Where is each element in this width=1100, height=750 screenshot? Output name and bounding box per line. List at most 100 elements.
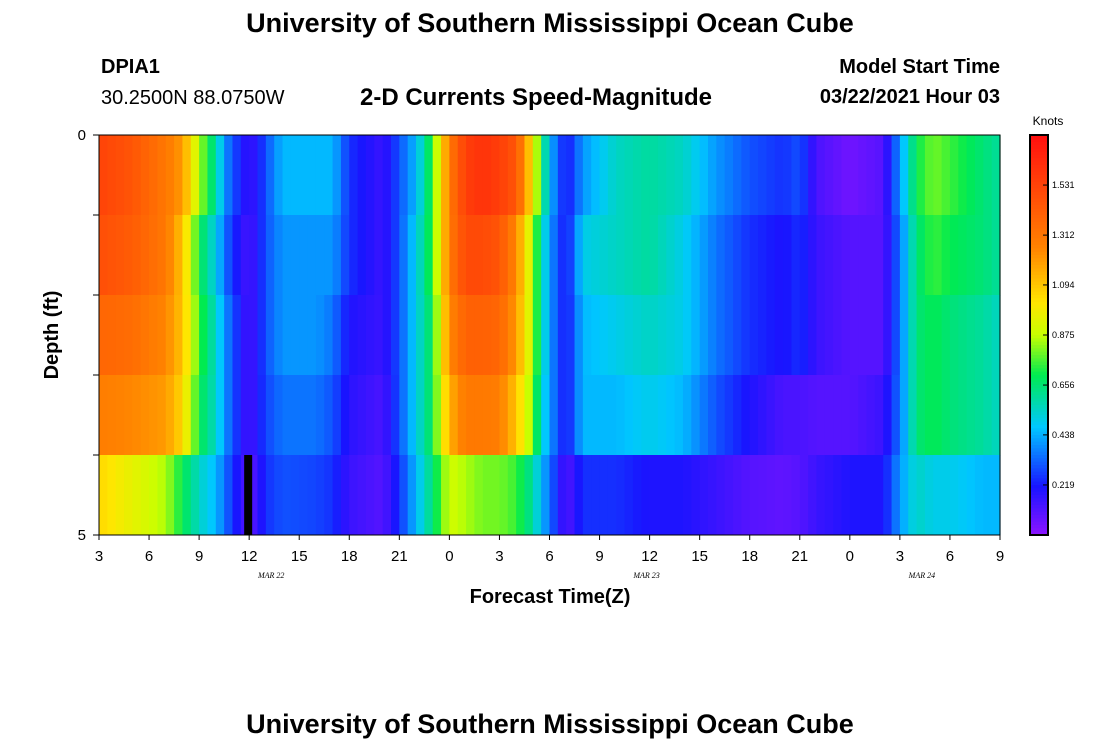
heatmap-cell [983,455,993,536]
heatmap-cell [557,215,567,296]
heatmap-cell [232,215,242,296]
heatmap-cell [783,375,793,456]
heatmap-cell [424,455,434,536]
heatmap-cell [716,455,726,536]
heatmap-cell [557,455,567,536]
colorbar-swatch [1030,478,1048,483]
heatmap-cell [299,455,309,536]
heatmap-cell [674,215,684,296]
heatmap-cell [265,215,275,296]
colorbar-swatch [1030,358,1048,363]
colorbar-swatch [1030,181,1048,186]
x-tick-label: 21 [791,548,808,565]
colorbar-swatch [1030,135,1048,139]
heatmap-cell [816,295,826,376]
heatmap-cell [866,215,876,296]
heatmap-cell [557,135,567,216]
colorbar-swatch [1030,368,1048,373]
heatmap-cell [991,295,1001,376]
heatmap-cell [916,455,926,536]
heatmap-cell [549,135,559,216]
colorbar-swatch [1030,291,1048,296]
heatmap-cell [466,455,476,536]
colorbar-swatch [1030,371,1048,376]
colorbar-swatch [1030,308,1048,313]
heatmap-cell [432,375,442,456]
heatmap-cell [524,455,534,536]
colorbar-swatch [1030,435,1048,439]
heatmap-cell [858,295,868,376]
heatmap-cell [532,455,542,536]
heatmap-cell [265,295,275,376]
heatmap-cell [724,455,734,536]
heatmap-cell [991,455,1001,536]
colorbar-swatch [1030,475,1048,479]
heatmap-cell [282,135,292,216]
heatmap-cell [407,375,417,456]
heatmap-cell [274,455,284,536]
heatmap-cell [716,135,726,216]
heatmap-cell [215,215,225,296]
heatmap-cell [399,215,409,296]
heatmap-cell [657,215,667,296]
heatmap-cell [666,375,676,456]
heatmap-cell [332,215,342,296]
heatmap-cell [899,135,909,216]
colorbar-swatch [1030,378,1048,383]
heatmap-cell [507,295,517,376]
heatmap-cell [758,375,767,456]
colorbar-swatch [1030,391,1048,396]
heatmap-cell [365,295,375,376]
heatmap-cell [933,295,943,376]
heatmap-cell [140,375,150,456]
colorbar-swatch [1030,381,1048,386]
heatmap-cell [749,135,759,216]
heatmap-cell [691,455,701,536]
heatmap-cell [124,295,133,376]
heatmap-cell [441,215,450,296]
heatmap-cell [182,295,192,376]
colorbar-swatch [1030,428,1048,433]
heatmap-cell [165,135,175,216]
station-id: DPIA1 [101,56,160,78]
heatmap-cell [482,135,492,216]
heatmap-cell [190,295,200,376]
heatmap-cell [290,215,300,296]
colorbar-swatch [1030,351,1048,356]
heatmap-cell [290,295,300,376]
colorbar-tick-label: 0.438 [1052,430,1075,440]
heatmap-cell [157,215,167,296]
heatmap-cell [574,135,584,216]
colorbar-unit-label: Knots [1033,114,1064,128]
heatmap-cell [766,375,776,456]
heatmap-cell [941,215,951,296]
heatmap-cell [215,375,225,456]
colorbar-swatch [1030,508,1048,513]
colorbar-swatch [1030,298,1048,303]
heatmap-cell [891,215,901,296]
heatmap-cell [741,295,751,376]
heatmap-cell [924,455,934,536]
heatmap-cell [557,375,567,456]
heatmap-cell [858,215,868,296]
heatmap-cell [207,135,217,216]
heatmap-cell [207,375,217,456]
heatmap-cell [541,295,551,376]
heatmap-cell [157,375,167,456]
heatmap-cell [941,375,951,456]
heatmap-cell [624,215,634,296]
heatmap-cell [607,135,617,216]
colorbar-swatch [1030,401,1048,406]
heatmap-cell [174,455,184,536]
heatmap-cell [824,375,834,456]
colorbar-group: 1.531 1.312 1.094 0.875 0.656 0.438 0.219 [1029,134,1075,536]
heatmap-cell [324,455,334,536]
heatmap-cell [424,135,434,216]
heatmap-cell [833,215,843,296]
colorbar-tick-label: 0.656 [1052,380,1075,390]
heatmap-cell [657,455,667,536]
heatmap-cell [974,375,984,456]
heatmap-cell [841,295,851,376]
heatmap-cell [232,375,242,456]
heatmap-cell [699,295,709,376]
